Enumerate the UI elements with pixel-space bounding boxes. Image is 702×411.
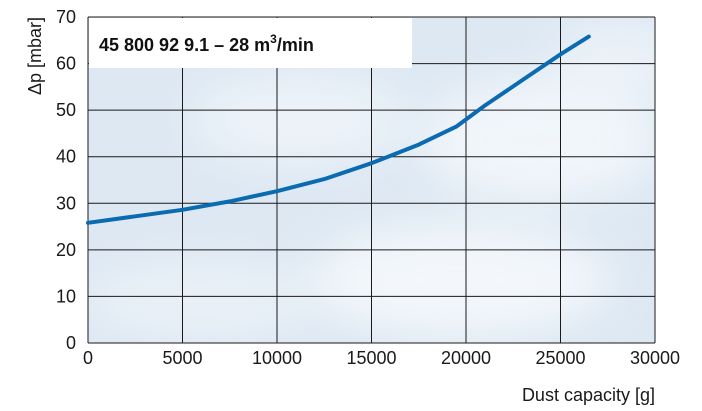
title-box: 45 800 92 9.1 – 28 m3/min bbox=[89, 18, 412, 68]
x-tick-label: 10000 bbox=[252, 348, 302, 368]
series-layer bbox=[86, 34, 591, 225]
y-axis-label: Δp [mbar] bbox=[25, 17, 45, 95]
x-tick-label: 25000 bbox=[535, 348, 585, 368]
y-tick-label: 70 bbox=[56, 7, 76, 27]
y-tick-label: 10 bbox=[56, 286, 76, 306]
y-tick-label: 0 bbox=[66, 333, 76, 353]
x-tick-label: 5000 bbox=[162, 348, 202, 368]
series-line bbox=[86, 34, 591, 225]
chart-title: 45 800 92 9.1 – 28 m3/min bbox=[99, 32, 314, 55]
y-tick-label: 60 bbox=[56, 54, 76, 74]
x-tick-label: 20000 bbox=[441, 348, 491, 368]
y-tick-label: 20 bbox=[56, 240, 76, 260]
x-tick-label: 15000 bbox=[346, 348, 396, 368]
y-tick-label: 40 bbox=[56, 147, 76, 167]
x-axis: 0 5000 10000 15000 20000 25000 30000 bbox=[83, 348, 680, 368]
x-axis-label: Dust capacity [g] bbox=[522, 385, 655, 405]
y-tick-label: 30 bbox=[56, 193, 76, 213]
y-tick-label: 50 bbox=[56, 100, 76, 120]
plot-area bbox=[86, 16, 656, 344]
y-axis: 0 10 20 30 40 50 60 70 bbox=[56, 7, 76, 353]
cloud-texture bbox=[88, 20, 655, 340]
x-tick-label: 0 bbox=[83, 348, 93, 368]
x-tick-label: 30000 bbox=[630, 348, 680, 368]
